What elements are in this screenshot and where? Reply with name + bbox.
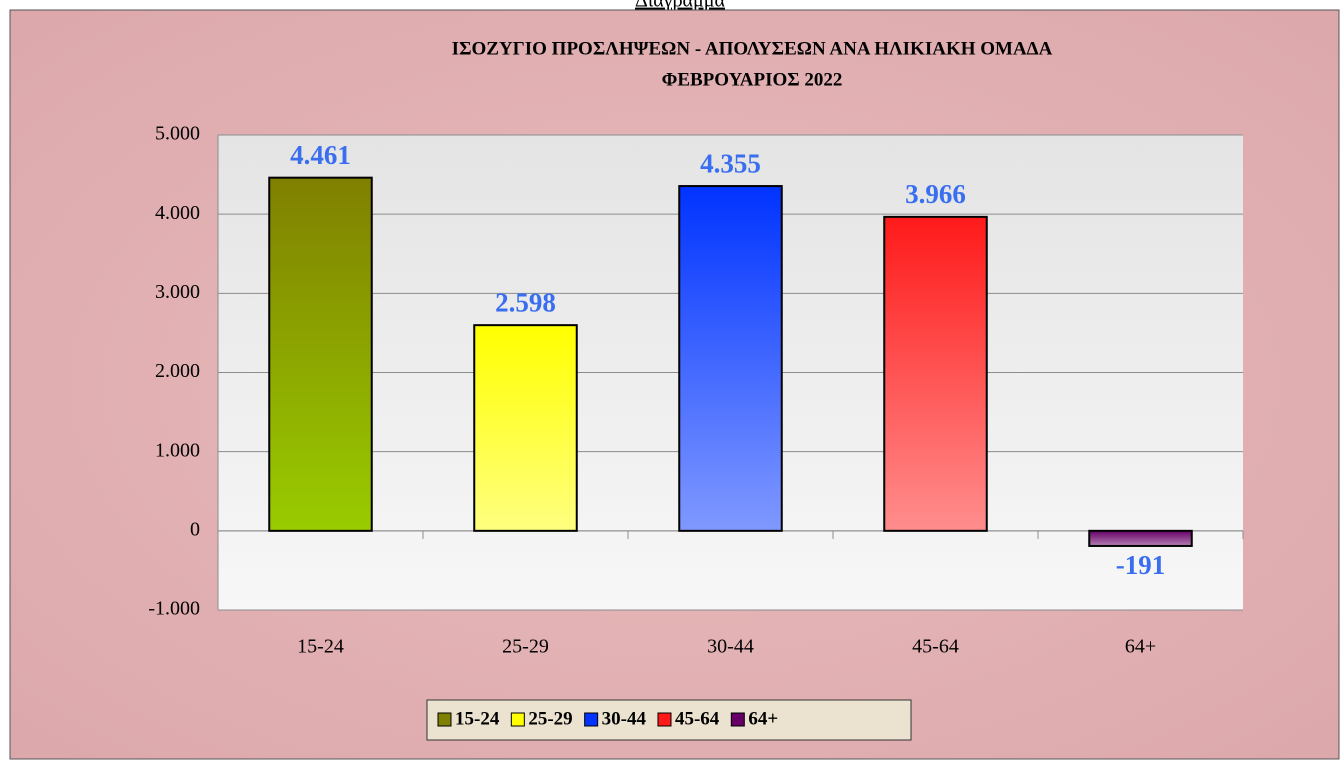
bar	[268, 176, 373, 532]
y-tick-label: 1.000	[155, 439, 200, 461]
x-tick-label: 15-24	[297, 636, 344, 658]
legend-swatch	[730, 712, 745, 727]
legend-swatch	[437, 712, 452, 727]
x-tick-label: 45-64	[912, 636, 959, 658]
legend-label: 30-44	[602, 708, 647, 729]
value-label: 4.461	[290, 140, 351, 170]
x-tick-label: 64+	[1125, 636, 1156, 658]
x-tick-label: 30-44	[707, 636, 754, 658]
legend-swatch	[584, 712, 599, 727]
value-label: 3.966	[905, 179, 966, 209]
value-label: 2.598	[495, 287, 556, 317]
y-tick-label: 2.000	[155, 360, 200, 382]
legend-label: 64+	[748, 708, 778, 729]
y-tick-label: 4.000	[155, 202, 200, 224]
bar	[678, 185, 783, 532]
y-tick-label: -1.000	[148, 598, 200, 620]
value-label: -191	[1116, 550, 1166, 580]
caption: Διάγραμμα	[635, 0, 725, 12]
y-tick-label: 5.000	[155, 123, 200, 145]
y-tick-label: 3.000	[155, 281, 200, 303]
legend-swatch	[510, 712, 525, 727]
bar	[473, 324, 578, 532]
bar	[883, 215, 988, 532]
legend-label: 15-24	[455, 708, 500, 729]
legend-label: 45-64	[675, 708, 720, 729]
value-label: 4.355	[700, 148, 761, 178]
chart-subtitle: ΦΕΒΡΟΥΑΡΙΟΣ 2022	[662, 69, 843, 90]
x-tick-label: 25-29	[502, 636, 549, 658]
chart-title: ΙΣΟΖΥΓΙΟ ΠΡΟΣΛΗΨΕΩΝ - ΑΠΟΛΥΣΕΩΝ ΑΝΑ ΗΛΙΚ…	[452, 38, 1053, 59]
bar	[1088, 529, 1193, 547]
y-tick-label: 0	[190, 518, 200, 540]
legend-swatch	[657, 712, 672, 727]
legend-label: 25-29	[528, 708, 572, 729]
